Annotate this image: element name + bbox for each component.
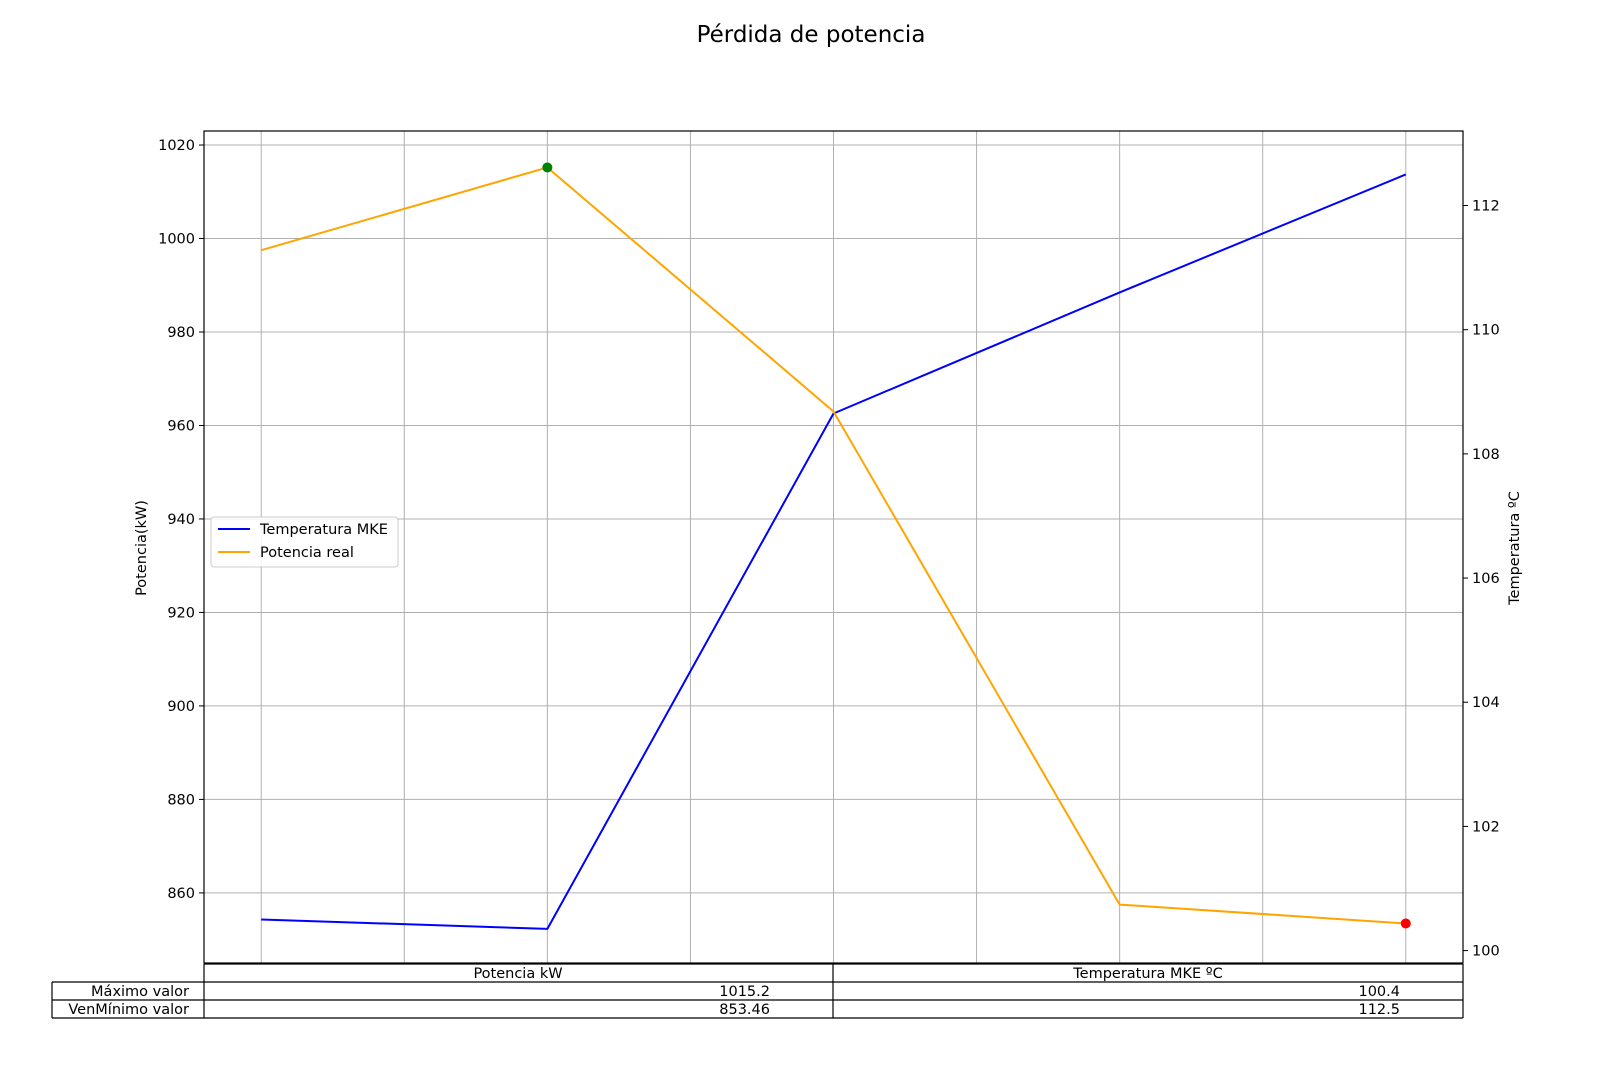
left-y-axis: 860 880 900 920 940 960 980 1000 1020 [158,138,204,902]
marker-layer [542,162,1411,929]
left-y-tick-label: 900 [167,699,195,715]
legend-label-potencia: Potencia real [260,545,354,561]
data-table: Potencia kW Temperatura MKE ºC Máximo va… [51,963,1464,1019]
plot-frame [203,130,1464,964]
table-cell: 1015.2 [719,984,770,1000]
right-y-tick-label: 100 [1472,944,1500,960]
table-column-header: Temperatura MKE ºC [1072,966,1223,982]
left-y-tick-label: 980 [167,325,195,341]
right-y-tick-label: 108 [1472,447,1500,463]
left-y-axis-label: Potencia(kW) [134,500,150,596]
legend-box [210,516,399,568]
table-cell: 853.46 [719,1002,770,1018]
right-y-tick-label: 106 [1472,571,1500,587]
series-line-potencia [260,166,1406,925]
series-point-marker [542,162,553,173]
right-y-tick-label: 102 [1472,819,1500,835]
left-y-tick-label: 960 [167,418,195,434]
left-y-tick-label: 940 [167,512,195,528]
right-y-tick-label: 112 [1472,199,1500,215]
left-y-tick-label: 920 [167,605,195,621]
grid [204,131,1463,963]
legend: Temperatura MKE Potencia real [210,516,399,568]
table-column-header: Potencia kW [473,966,562,982]
chart-title: Pérdida de potencia [697,22,926,48]
series-line-temperatura [261,173,1407,930]
table-row-label: VenMínimo valor [68,1002,189,1018]
table-cell: 100.4 [1358,984,1400,1000]
right-y-axis: 100 102 104 106 108 110 112 [1463,199,1500,960]
right-y-tick-label: 110 [1472,323,1500,339]
series-layer [260,166,1407,930]
table-row-label: Máximo valor [91,984,189,1000]
left-y-tick-label: 1020 [158,138,195,154]
right-y-axis-label: Temperatura ºC [1507,491,1523,606]
left-y-tick-label: 1000 [158,232,195,248]
right-y-tick-label: 104 [1472,695,1500,711]
series-point-marker [1400,918,1411,929]
left-y-tick-label: 860 [167,886,195,902]
table-cell: 112.5 [1358,1002,1400,1018]
left-y-tick-label: 880 [167,792,195,808]
legend-label-temperatura: Temperatura MKE [259,522,388,538]
